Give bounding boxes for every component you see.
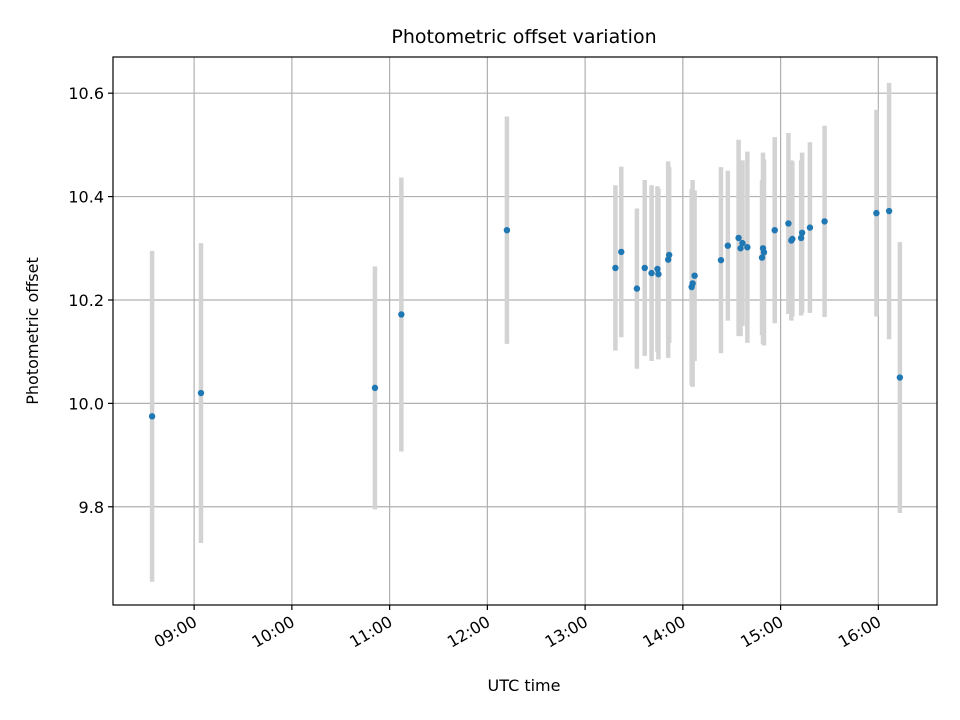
data-point [398,311,405,318]
data-point [655,270,662,278]
y-tick-label: 10.4 [68,188,104,207]
data-point [648,269,655,277]
chart-title: Photometric offset variation [391,26,656,48]
x-axis-label: UTC time [488,676,561,695]
data-point [654,265,661,273]
y-tick-label: 10.6 [68,84,104,103]
data-point [737,245,744,252]
data-point [760,249,768,256]
y-tick-label: 10.2 [68,291,104,310]
data-point [735,234,742,242]
data-point [689,280,696,287]
data-point [197,389,205,397]
data-point [885,207,893,215]
y-axis-label: Photometric offset [23,257,42,405]
data-point [633,285,641,292]
data-point [896,374,904,381]
data-point [873,209,880,217]
y-tick-label: 9.8 [79,498,104,517]
data-point [758,254,766,261]
y-tick-label: 10.0 [68,394,104,413]
plot-frame [112,56,938,606]
data-point [744,244,751,251]
data-point [771,226,778,234]
data-point [797,234,805,242]
data-point [739,239,746,247]
data-point [717,256,725,264]
data-point [691,272,698,279]
data-point [724,242,732,249]
data-points [148,207,904,420]
data-point [641,264,648,272]
data-point [612,264,619,272]
data-point [618,248,625,256]
grid [113,57,937,605]
data-point [148,413,156,420]
data-point [798,229,806,236]
data-point [371,384,379,392]
data-point [785,220,792,227]
data-point [806,224,814,231]
data-point [789,235,796,243]
data-point [821,218,828,225]
data-point [503,226,511,234]
data-point [665,251,673,259]
